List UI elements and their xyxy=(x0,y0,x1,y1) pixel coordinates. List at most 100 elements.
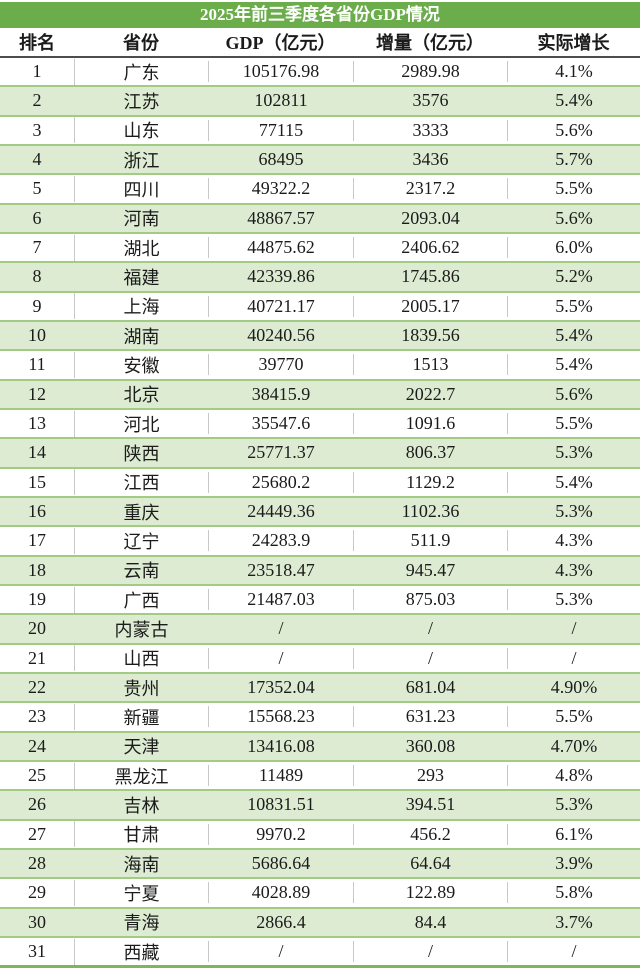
cell: 5.3% xyxy=(555,442,593,463)
cell: 5.4% xyxy=(555,325,593,346)
table-row: 2 江苏 102811 3576 5.4% xyxy=(0,85,640,115)
table-row: 25 黑龙江 11489 293 4.8% xyxy=(0,759,640,790)
cell: 青海 xyxy=(123,913,160,934)
cell: 10 xyxy=(27,325,46,346)
cell: 6.0% xyxy=(506,237,640,259)
table-row: 31 西藏 / / / xyxy=(0,935,640,966)
cell: 4.90% xyxy=(550,677,598,698)
cell: 360.08 xyxy=(405,735,456,756)
cell: 14 xyxy=(27,442,46,463)
cell: 22 xyxy=(27,677,46,698)
cell: 陕西 xyxy=(123,443,160,464)
cell: 4028.89 xyxy=(207,882,353,904)
cell: 13 xyxy=(27,413,46,434)
cell: 9970.2 xyxy=(207,823,353,845)
cell: 77115 xyxy=(207,119,353,141)
cell: 广西 xyxy=(73,586,208,613)
cell: 江西 xyxy=(73,469,208,496)
table-row: 30 青海 2866.4 84.4 3.7% xyxy=(0,906,640,936)
cell: 3436 xyxy=(412,149,449,170)
table-row: 1 广东 105176.98 2989.98 4.1% xyxy=(0,58,640,86)
table-row: 8 福建 42339.86 1745.86 5.2% xyxy=(0,261,640,291)
cell: 27 xyxy=(27,823,46,844)
cell: 875.03 xyxy=(353,589,507,611)
table-row: 7 湖北 44875.62 2406.62 6.0% xyxy=(0,231,640,262)
cell: 福建 xyxy=(123,267,160,288)
cell: 山西 xyxy=(73,645,208,672)
cell: 7 xyxy=(32,237,42,258)
cell: 河南 xyxy=(123,209,160,230)
cell: 4.1% xyxy=(506,61,640,83)
cell: 6.1% xyxy=(506,823,640,845)
cell: 2093.04 xyxy=(401,207,460,228)
cell: 5.8% xyxy=(506,882,640,904)
cell: 15568.23 xyxy=(207,706,353,728)
cell: 5.6% xyxy=(555,207,593,228)
cell: 26 xyxy=(27,794,46,815)
cell: 4 xyxy=(32,149,42,170)
cell: 64.64 xyxy=(410,853,451,874)
cell: 35547.6 xyxy=(207,413,353,435)
cell: 广东 xyxy=(73,58,208,85)
cell: 102811 xyxy=(254,90,308,111)
cell: 黑龙江 xyxy=(73,762,208,789)
cell: 122.89 xyxy=(353,882,507,904)
cell: 806.37 xyxy=(405,442,456,463)
cell: 5.5% xyxy=(506,706,640,728)
cell: 25680.2 xyxy=(207,471,353,493)
cell: 3576 xyxy=(412,90,449,111)
table-row: 6 河南 48867.57 2093.04 5.6% xyxy=(0,202,640,232)
cell: 17352.04 xyxy=(247,677,315,698)
cell: 105176.98 xyxy=(207,61,353,83)
table-row: 22 贵州 17352.04 681.04 4.90% xyxy=(0,671,640,702)
table-row: 20 内蒙古 / / / xyxy=(0,613,640,643)
cell: 3.7% xyxy=(555,911,593,932)
cell: 5.4% xyxy=(506,354,640,376)
table-row: 4 浙江 68495 3436 5.7% xyxy=(0,143,640,174)
cell: 5.6% xyxy=(506,119,640,141)
cell: 68495 xyxy=(258,149,304,170)
table-body: 1 广东 105176.98 2989.98 4.1% 2 江苏 102811 3576 5.4%… xyxy=(0,58,640,968)
cell: 16 xyxy=(27,501,46,522)
cell: 21 xyxy=(27,647,46,668)
cell: 5.4% xyxy=(506,471,640,493)
cell: 5686.64 xyxy=(251,853,311,874)
cell: 5.5% xyxy=(506,178,640,200)
cell: 6 xyxy=(32,207,42,228)
cell: 49322.2 xyxy=(207,178,353,200)
cell: 394.51 xyxy=(405,794,456,815)
cell: 13416.08 xyxy=(247,735,315,756)
cell: / xyxy=(427,618,433,639)
table-row: 17 辽宁 24283.9 511.9 4.3% xyxy=(0,525,640,555)
cell: 2406.62 xyxy=(353,237,507,259)
cell: 河北 xyxy=(73,410,208,437)
table-row: 13 河北 35547.6 1091.6 5.5% xyxy=(0,407,640,438)
cell: 39770 xyxy=(207,354,353,376)
cell: 1745.86 xyxy=(401,266,460,287)
cell: 北京 xyxy=(123,385,160,406)
cell: 5.5% xyxy=(506,295,640,317)
cell: 云南 xyxy=(123,561,160,582)
cell: / xyxy=(506,647,640,669)
cell: 1513 xyxy=(353,354,507,376)
cell: 23518.47 xyxy=(247,559,315,580)
cell: 18 xyxy=(27,559,46,580)
cell: 5.3% xyxy=(555,501,593,522)
cell: 17 xyxy=(27,530,46,551)
cell: 11489 xyxy=(207,765,353,787)
cell: 海南 xyxy=(123,854,160,875)
cell: 3333 xyxy=(353,119,507,141)
table-row: 24 天津 13416.08 360.08 4.70% xyxy=(0,730,640,760)
cell: 安徽 xyxy=(73,351,208,378)
cell: 5.5% xyxy=(506,413,640,435)
cell: 42339.86 xyxy=(247,266,315,287)
cell: 28 xyxy=(27,853,46,874)
cell: 9 xyxy=(32,295,42,316)
cell: 84.4 xyxy=(414,911,447,932)
cell: 29 xyxy=(27,882,46,903)
cell: 重庆 xyxy=(123,502,160,523)
cell: 湖南 xyxy=(123,326,160,347)
table-row: 9 上海 40721.17 2005.17 5.5% xyxy=(0,290,640,320)
cell: 内蒙古 xyxy=(114,619,169,640)
